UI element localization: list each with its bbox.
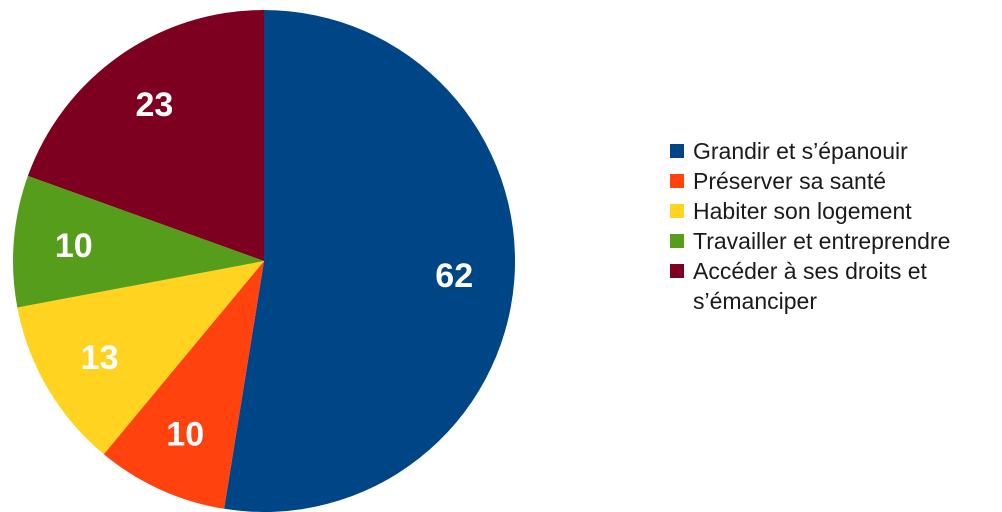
- legend-label: Travailler et entreprendre: [693, 228, 951, 254]
- pie-slices: [13, 9, 516, 512]
- pie-data-label: 23: [135, 86, 173, 124]
- pie-plot-area: 62 10 13 10 23: [13, 9, 516, 512]
- legend-label: Grandir et s’épanouir: [693, 138, 908, 164]
- pie-slice: [17, 261, 264, 455]
- legend-swatch: [670, 174, 684, 188]
- chart-legend: Grandir et s’épanouir Préserver sa santé…: [670, 136, 1000, 316]
- legend-item: Travailler et entreprendre: [670, 226, 1000, 256]
- pie-slice: [13, 175, 264, 308]
- pie-data-label: 10: [166, 416, 204, 454]
- legend-swatch: [670, 204, 684, 218]
- legend-label: Préserver sa santé: [693, 168, 887, 194]
- pie-slice: [224, 9, 516, 512]
- legend-swatch: [670, 264, 684, 278]
- legend-label: Accéder à ses droits et s’émanciper: [693, 258, 927, 314]
- legend-swatch: [670, 234, 684, 248]
- legend-swatch: [670, 144, 684, 158]
- pie-slice: [27, 10, 264, 261]
- legend-label: Habiter son logement: [693, 198, 912, 224]
- legend-item: Accéder à ses droits et s’émanciper: [670, 256, 1000, 316]
- legend-item: Préserver sa santé: [670, 166, 1000, 196]
- pie-data-label: 62: [435, 257, 473, 295]
- pie-data-labels: 62 10 13 10 23: [55, 86, 473, 454]
- pie-data-label: 10: [55, 227, 93, 265]
- legend-item: Habiter son logement: [670, 196, 1000, 226]
- pie-slice: [103, 261, 264, 509]
- pie-data-label: 13: [81, 339, 119, 377]
- legend-item: Grandir et s’épanouir: [670, 136, 1000, 166]
